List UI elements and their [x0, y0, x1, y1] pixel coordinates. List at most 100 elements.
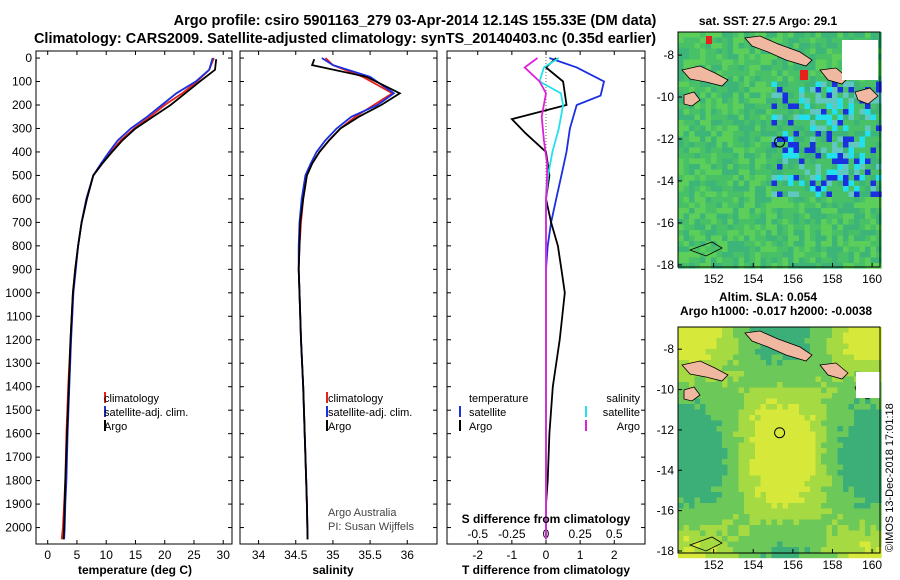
map-cell — [821, 147, 827, 154]
map-cell — [876, 147, 882, 154]
map-cell — [711, 398, 717, 405]
map-cell — [683, 426, 690, 432]
map-cell — [788, 147, 794, 154]
map-cell — [876, 327, 882, 333]
map-cell — [700, 81, 706, 88]
map-cell — [837, 442, 844, 449]
map-cell — [694, 530, 701, 537]
sla-map-title-line2: Argo h1000: -0.017 h2000: -0.0038 — [680, 304, 872, 318]
map-cell — [848, 158, 855, 165]
map-cell — [716, 37, 723, 44]
map-cell — [804, 382, 811, 388]
map-cell — [722, 442, 728, 449]
map-cell — [837, 437, 844, 443]
map-cell — [848, 437, 855, 443]
map-cell — [766, 497, 772, 504]
map-cell — [766, 536, 772, 542]
map-cell — [678, 197, 684, 203]
map-cell — [744, 376, 750, 383]
map-cell — [821, 224, 827, 231]
map-cell — [694, 191, 701, 198]
map-cell — [694, 327, 701, 333]
map-cell — [859, 147, 866, 154]
map-cell — [876, 98, 882, 104]
map-cell — [793, 147, 800, 154]
map-cell — [854, 547, 860, 553]
map-cell — [777, 263, 783, 269]
map-cell — [689, 470, 695, 476]
map-cell — [678, 426, 684, 432]
map-cell — [733, 530, 739, 537]
map-cell — [843, 360, 849, 366]
map-cell — [870, 420, 877, 427]
map-cell — [771, 415, 778, 421]
map-cell — [744, 426, 750, 432]
map-cell — [749, 398, 756, 405]
map-cell — [749, 420, 756, 427]
map-cell — [771, 481, 778, 487]
map-cell — [810, 437, 816, 443]
map-cell — [766, 508, 772, 515]
map-cell — [788, 153, 794, 159]
map-cell — [821, 431, 827, 438]
map-cell — [755, 547, 761, 553]
map-cell — [821, 197, 827, 203]
map-cell — [727, 514, 734, 520]
map-cell — [870, 235, 877, 242]
map-cell — [678, 164, 684, 170]
map-cell — [876, 136, 882, 143]
map-cell — [848, 246, 855, 253]
map-cell — [804, 497, 811, 504]
map-cell — [848, 136, 855, 143]
map-cell — [843, 252, 849, 258]
map-cell — [810, 431, 816, 438]
map-cell — [771, 492, 778, 498]
map-cell — [837, 547, 844, 553]
map-cell — [826, 398, 833, 405]
map-cell — [766, 224, 772, 231]
map-cell — [766, 65, 772, 71]
map-cell — [782, 81, 789, 88]
map-cell — [733, 409, 739, 416]
map-cell — [771, 409, 778, 416]
map-cell — [705, 519, 712, 526]
map-cell — [678, 98, 684, 104]
map-cell — [760, 503, 767, 509]
map-cell — [749, 131, 756, 137]
map-cell — [876, 208, 882, 214]
map-cell — [826, 246, 833, 253]
map-cell — [826, 360, 833, 366]
map-cell — [859, 398, 866, 405]
map-cell — [826, 158, 833, 165]
map-cell — [870, 169, 877, 176]
map-cell — [782, 180, 789, 187]
map-cell — [744, 453, 750, 460]
map-cell — [821, 241, 827, 247]
map-cell — [793, 87, 800, 93]
map-cell — [727, 338, 734, 344]
map-cell — [837, 142, 844, 148]
map-cell — [865, 120, 871, 126]
map-cell — [804, 103, 811, 110]
map-cell — [766, 125, 772, 132]
map-cell — [793, 338, 800, 344]
map-cell — [700, 503, 706, 509]
map-cell — [782, 371, 789, 377]
map-cell — [865, 464, 871, 471]
map-cell — [837, 327, 844, 333]
map-cell — [705, 514, 712, 520]
map-cell — [815, 180, 822, 187]
map-cell — [694, 109, 701, 115]
map-cell — [832, 497, 838, 504]
map-cell — [705, 492, 712, 498]
map-cell — [865, 486, 871, 493]
map-cell — [749, 376, 756, 383]
map-cell — [782, 98, 789, 104]
map-cell — [700, 409, 706, 416]
map-cell — [810, 486, 816, 493]
map-cell — [799, 202, 805, 209]
map-cell — [738, 536, 745, 542]
map-cell — [738, 120, 745, 126]
map-cell — [727, 59, 734, 66]
map-cell — [788, 180, 794, 187]
